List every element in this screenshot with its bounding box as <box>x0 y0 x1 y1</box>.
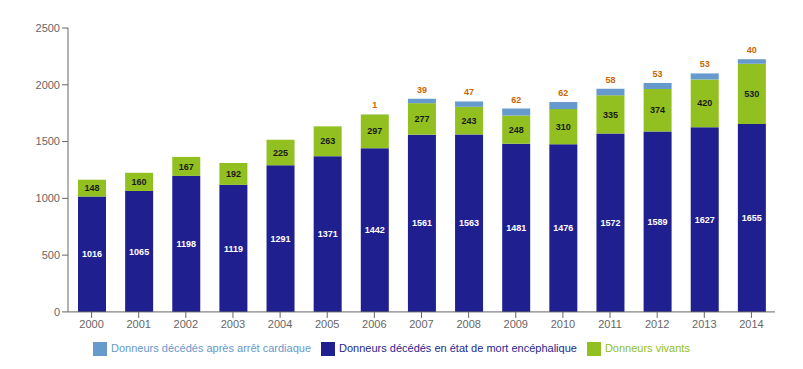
svg-text:40: 40 <box>747 45 757 55</box>
svg-text:225: 225 <box>273 148 288 158</box>
html-text:Donneurs décédés en état de mo: Donneurs décédés en état de mort encépha… <box>339 341 577 354</box>
svg-text:1481: 1481 <box>506 223 526 233</box>
svg-text:1442: 1442 <box>365 225 385 235</box>
svg-text:2500: 2500 <box>36 22 60 34</box>
svg-text:2013: 2013 <box>692 318 716 330</box>
svg-text:335: 335 <box>603 110 618 120</box>
svg-text:2014: 2014 <box>739 318 763 330</box>
svg-text:310: 310 <box>556 122 571 132</box>
svg-text:277: 277 <box>414 114 429 124</box>
svg-text:420: 420 <box>697 98 712 108</box>
svg-text:53: 53 <box>700 59 710 69</box>
svg-text:2011: 2011 <box>598 318 622 330</box>
svg-text:530: 530 <box>744 89 759 99</box>
svg-text:167: 167 <box>179 162 194 172</box>
svg-text:2010: 2010 <box>551 318 575 330</box>
svg-text:148: 148 <box>84 183 99 193</box>
svg-text:1119: 1119 <box>224 244 243 254</box>
svg-text:0: 0 <box>54 306 60 318</box>
svg-text:2012: 2012 <box>645 318 669 330</box>
svg-text:1572: 1572 <box>600 218 620 228</box>
svg-text:500: 500 <box>42 249 60 261</box>
html-text:Donneurs décédés après arrêt c: Donneurs décédés après arrêt cardiaque <box>111 341 311 354</box>
svg-text:2000: 2000 <box>36 79 60 91</box>
svg-text:1065: 1065 <box>129 247 149 257</box>
svg-text:1000: 1000 <box>36 192 60 204</box>
svg-text:2003: 2003 <box>221 318 245 330</box>
svg-text:1589: 1589 <box>648 217 668 227</box>
svg-text:263: 263 <box>320 136 335 146</box>
svg-text:1371: 1371 <box>318 229 338 239</box>
svg-text:2008: 2008 <box>456 318 480 330</box>
svg-text:62: 62 <box>558 88 568 98</box>
svg-text:1016: 1016 <box>82 249 102 259</box>
html-text:Donneurs vivants: Donneurs vivants <box>604 341 690 354</box>
svg-text:2007: 2007 <box>409 318 433 330</box>
svg-text:2001: 2001 <box>126 318 150 330</box>
svg-text:160: 160 <box>132 177 147 187</box>
svg-text:1: 1 <box>372 100 377 110</box>
svg-text:243: 243 <box>462 116 477 126</box>
svg-text:2005: 2005 <box>315 318 339 330</box>
svg-text:58: 58 <box>605 75 615 85</box>
svg-text:2006: 2006 <box>362 318 386 330</box>
svg-text:248: 248 <box>509 125 524 135</box>
svg-text:2009: 2009 <box>504 318 528 330</box>
svg-text:39: 39 <box>417 85 427 95</box>
svg-text:2002: 2002 <box>174 318 198 330</box>
svg-text:53: 53 <box>653 69 663 79</box>
svg-text:1655: 1655 <box>742 213 762 223</box>
svg-text:1291: 1291 <box>271 234 291 244</box>
svg-text:1476: 1476 <box>553 223 573 233</box>
svg-text:1627: 1627 <box>695 215 715 225</box>
svg-text:1561: 1561 <box>412 218 432 228</box>
svg-text:1563: 1563 <box>459 218 479 228</box>
svg-text:374: 374 <box>650 105 665 115</box>
svg-text:1500: 1500 <box>36 135 60 147</box>
svg-text:192: 192 <box>226 169 241 179</box>
svg-text:1198: 1198 <box>177 239 197 249</box>
svg-text:297: 297 <box>367 126 382 136</box>
svg-text:2004: 2004 <box>268 318 292 330</box>
svg-text:62: 62 <box>511 95 521 105</box>
svg-text:2000: 2000 <box>79 318 103 330</box>
svg-text:47: 47 <box>464 87 474 97</box>
